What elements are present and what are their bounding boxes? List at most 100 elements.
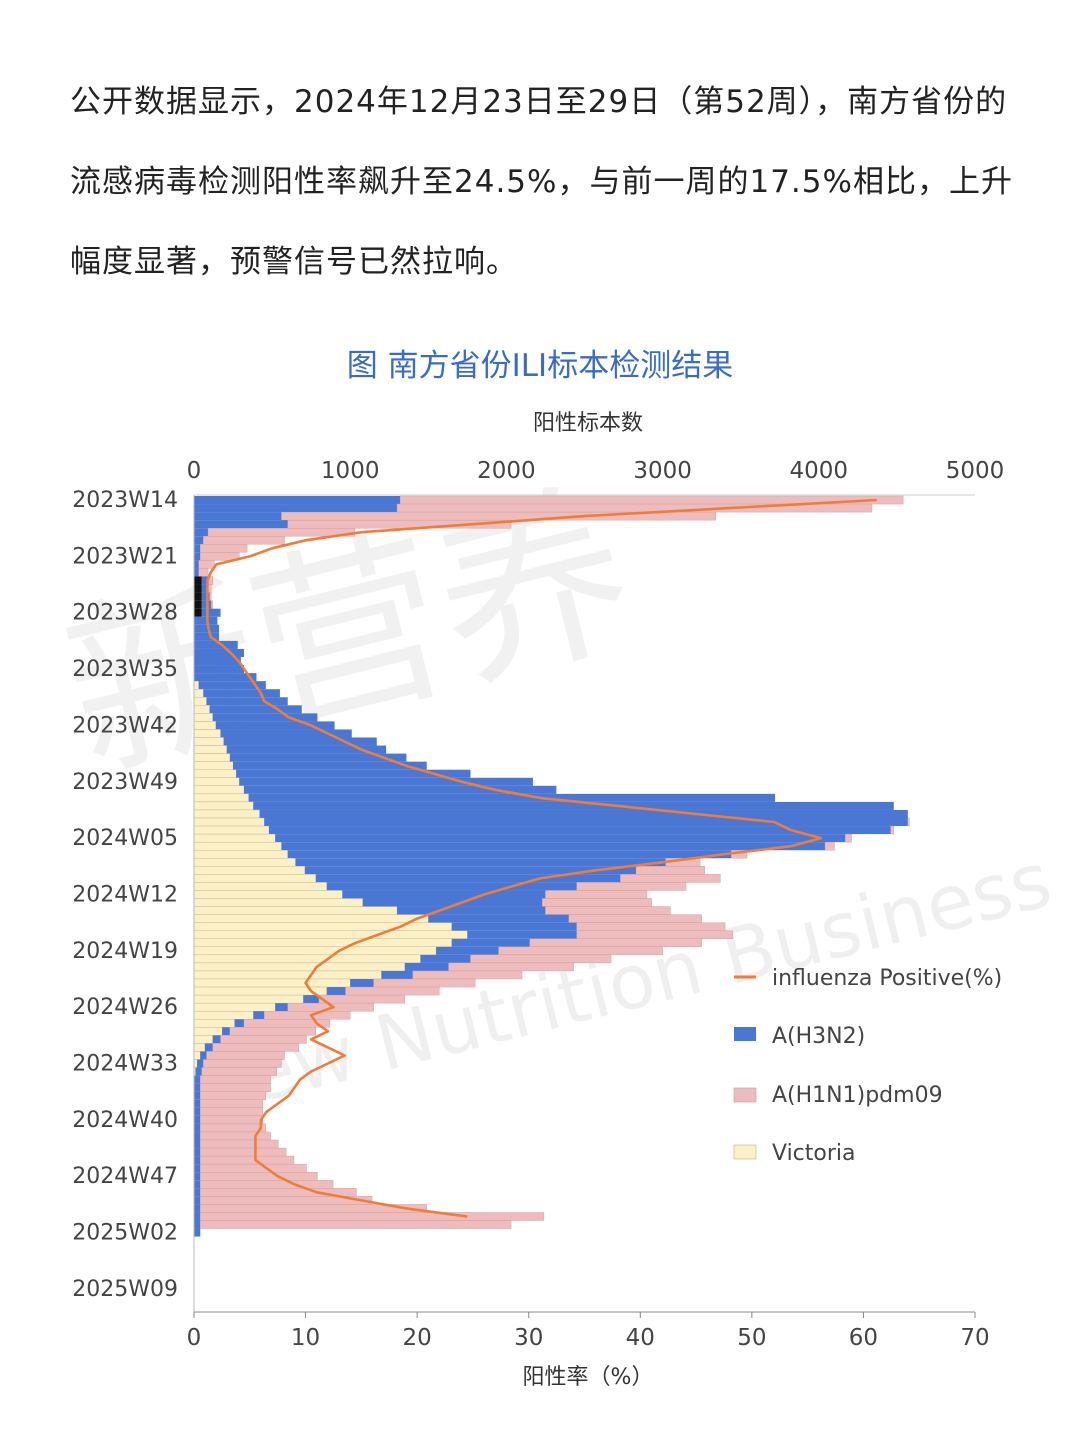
bar-h3n2 — [233, 761, 427, 770]
bar-h3n2 — [194, 616, 218, 625]
bar-h3n2 — [315, 874, 621, 883]
bar-h3n2 — [194, 1188, 201, 1197]
bar-victoria — [193, 1035, 213, 1044]
x-bottom-tick-label: 50 — [737, 1325, 766, 1351]
bar-victoria — [193, 858, 296, 867]
bar-h1n1 — [200, 1115, 263, 1125]
bar-h3n2 — [268, 826, 891, 835]
bar-h3n2 — [194, 536, 204, 545]
bar-h3n2 — [342, 890, 546, 899]
bar-h1n1 — [201, 1067, 277, 1076]
bar-h1n1 — [200, 1107, 263, 1117]
bar-h3n2 — [212, 713, 318, 722]
x-top-tick-label: 1000 — [321, 458, 380, 484]
bar-h3n2 — [203, 689, 280, 698]
bar-victoria — [193, 777, 240, 787]
bar-h1n1 — [568, 914, 702, 923]
bar-h1n1 — [412, 970, 523, 980]
x-bottom-tick-label: 70 — [960, 1325, 989, 1351]
bar-h3n2 — [194, 1115, 201, 1124]
bar-h3n2 — [194, 544, 201, 553]
y-tick-label: 2023W28 — [72, 601, 178, 626]
bar-victoria — [193, 785, 245, 795]
bar-victoria — [193, 680, 199, 690]
bar-h3n2 — [362, 898, 543, 907]
bar-h3n2 — [194, 632, 219, 641]
bar-h3n2 — [381, 970, 413, 979]
bar-h1n1 — [845, 833, 852, 843]
bar-victoria — [193, 769, 237, 778]
bar-other — [194, 608, 202, 617]
legend-label-h1n1: A(H1N1)pdm09 — [772, 1083, 943, 1108]
bar-victoria — [193, 753, 231, 762]
bar-h1n1 — [264, 1011, 351, 1020]
bar-h3n2 — [222, 1027, 230, 1036]
bar-h1n1 — [220, 1035, 307, 1044]
bar-h3n2 — [201, 584, 209, 593]
bar-h3n2 — [194, 1148, 201, 1157]
bar-h1n1 — [209, 592, 212, 601]
bar-h1n1 — [824, 841, 835, 851]
bar-victoria — [193, 986, 327, 996]
bar-h1n1 — [203, 1059, 282, 1068]
bar-h3n2 — [303, 995, 319, 1004]
bar-h1n1 — [200, 1139, 279, 1149]
bar-victoria — [193, 938, 452, 948]
bar-h3n2 — [194, 568, 199, 577]
bar-h3n2 — [194, 528, 209, 537]
bar-other — [194, 600, 202, 609]
bar-victoria — [193, 978, 351, 988]
legend-label-victoria: Victoria — [772, 1141, 856, 1166]
bar-victoria — [193, 882, 327, 891]
bar-h1n1 — [470, 954, 612, 964]
bar-victoria — [193, 801, 254, 811]
y-tick-label: 2024W19 — [72, 939, 178, 964]
bar-victoria — [193, 890, 343, 899]
y-tick-label: 2024W26 — [72, 995, 178, 1020]
bar-victoria — [193, 809, 260, 819]
bar-h1n1 — [206, 1051, 285, 1060]
bar-h3n2 — [194, 1204, 201, 1213]
bar-h3n2 — [194, 648, 244, 657]
x-top-tick-label: 5000 — [946, 458, 1005, 484]
bar-h3n2 — [194, 1180, 201, 1189]
bar-h1n1 — [200, 1147, 287, 1157]
bar-h1n1 — [576, 922, 726, 931]
bar-h3n2 — [436, 946, 499, 955]
bar-victoria — [193, 1043, 206, 1052]
bar-h1n1 — [200, 1131, 271, 1141]
bar-h1n1 — [200, 1123, 267, 1133]
bar-h1n1 — [198, 560, 215, 569]
bar-h1n1 — [448, 962, 574, 972]
legend-label-h3n2: A(H3N2) — [772, 1024, 865, 1049]
bar-victoria — [193, 745, 228, 754]
bar-victoria — [193, 930, 468, 939]
bar-h3n2 — [201, 576, 209, 585]
bar-h1n1 — [498, 946, 663, 956]
bar-victoria — [193, 962, 406, 972]
bar-h3n2 — [194, 1156, 201, 1165]
y-tick-label: 2023W42 — [72, 713, 178, 738]
bar-h3n2 — [259, 809, 908, 818]
bar-h3n2 — [194, 1164, 201, 1173]
legend-label-line: influenza Positive(%) — [772, 966, 1002, 991]
bar-h1n1 — [545, 906, 671, 915]
bar-victoria — [193, 729, 221, 738]
bar-h3n2 — [243, 785, 557, 794]
bar-h3n2 — [281, 842, 826, 851]
bar-h3n2 — [229, 753, 407, 762]
bar-victoria — [193, 689, 204, 698]
bar-victoria — [193, 994, 304, 1004]
bar-h3n2 — [200, 1051, 207, 1060]
y-tick-label: 2024W33 — [72, 1052, 178, 1077]
bar-h1n1 — [620, 874, 721, 883]
bar-h3n2 — [326, 987, 346, 996]
bar-h3n2 — [194, 1099, 201, 1108]
bar-h3n2 — [451, 938, 530, 947]
bar-victoria — [193, 874, 317, 883]
bar-h3n2 — [264, 818, 908, 827]
bar-h3n2 — [194, 496, 401, 505]
bar-h3n2 — [215, 721, 335, 730]
bar-h3n2 — [194, 520, 288, 529]
